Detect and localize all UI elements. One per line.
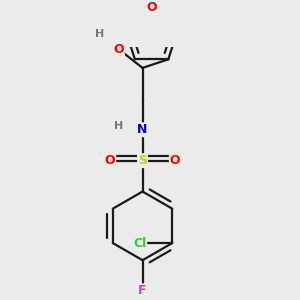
Text: O: O: [146, 2, 157, 14]
Text: H: H: [114, 121, 123, 131]
Text: O: O: [105, 154, 115, 167]
Text: O: O: [113, 43, 124, 56]
Text: N: N: [137, 123, 148, 136]
Text: H: H: [95, 28, 104, 39]
Text: F: F: [138, 284, 147, 297]
Text: O: O: [170, 154, 181, 167]
Text: S: S: [138, 154, 147, 167]
Text: Cl: Cl: [133, 236, 146, 250]
